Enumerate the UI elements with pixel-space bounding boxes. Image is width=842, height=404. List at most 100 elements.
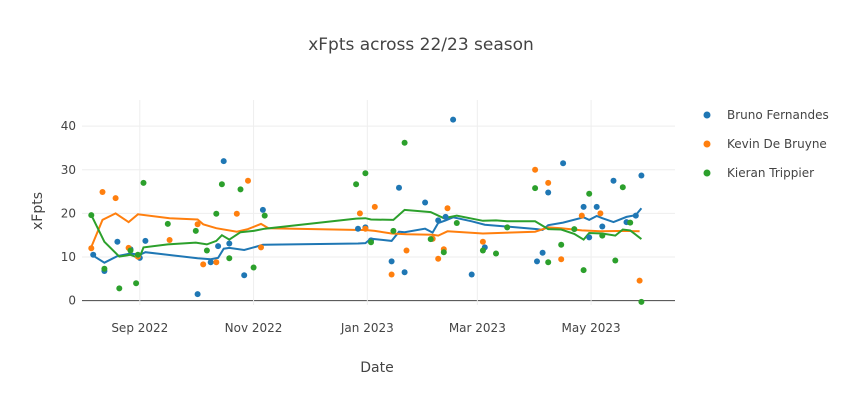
- kevin-de-bruyne-point[interactable]: [356, 210, 363, 217]
- kieran-trippier-point[interactable]: [213, 210, 220, 217]
- kevin-de-bruyne-point[interactable]: [88, 245, 95, 252]
- bruno-fernandes-point[interactable]: [207, 259, 214, 266]
- kevin-de-bruyne-point[interactable]: [112, 195, 119, 202]
- bruno-fernandes-point[interactable]: [194, 291, 201, 298]
- legend[interactable]: Bruno Fernandes Kevin De Bruyne Kieran Tri…: [703, 108, 829, 180]
- bruno-fernandes-point[interactable]: [114, 238, 121, 245]
- bruno-fernandes-point[interactable]: [638, 172, 645, 179]
- kieran-trippier-point[interactable]: [390, 227, 397, 234]
- kieran-trippier-point[interactable]: [368, 239, 374, 246]
- kieran-trippier-point[interactable]: [545, 259, 552, 266]
- kieran-trippier-point[interactable]: [504, 224, 511, 231]
- bruno-fernandes-point[interactable]: [599, 223, 606, 230]
- kieran-trippier-point[interactable]: [203, 247, 210, 254]
- kieran-trippier-point[interactable]: [532, 185, 539, 192]
- kieran-trippier-point[interactable]: [261, 212, 268, 219]
- bruno-fernandes-point[interactable]: [241, 272, 248, 279]
- kevin-de-bruyne-point[interactable]: [362, 225, 369, 232]
- kevin-de-bruyne-point[interactable]: [200, 261, 207, 268]
- kevin-de-bruyne-point[interactable]: [194, 221, 201, 228]
- kieran-trippier-point[interactable]: [140, 179, 147, 186]
- bruno-fernandes-point[interactable]: [220, 158, 227, 165]
- kieran-trippier-point[interactable]: [479, 247, 486, 254]
- kieran-trippier-point[interactable]: [580, 267, 587, 274]
- bruno-fernandes-point[interactable]: [545, 189, 552, 196]
- kieran-trippier-point[interactable]: [127, 247, 134, 254]
- kieran-trippier-point[interactable]: [612, 257, 619, 264]
- kevin-de-bruyne-point[interactable]: [371, 203, 378, 210]
- x-tick-label: May 2023: [561, 321, 620, 335]
- kevin-de-bruyne-point[interactable]: [435, 255, 442, 262]
- bruno-fernandes-point[interactable]: [632, 212, 639, 219]
- kieran-trippier-point[interactable]: [440, 249, 447, 256]
- bruno-fernandes-point[interactable]: [468, 271, 475, 278]
- kieran-trippier-point[interactable]: [134, 251, 141, 258]
- kevin-de-bruyne-point[interactable]: [233, 210, 240, 217]
- kieran-trippier-point[interactable]: [218, 181, 225, 188]
- kieran-trippier-point[interactable]: [362, 170, 369, 177]
- kevin-de-bruyne-point[interactable]: [99, 189, 106, 195]
- bruno-fernandes-point[interactable]: [422, 199, 429, 206]
- bruno-fernandes-point[interactable]: [580, 203, 587, 210]
- bruno-fernandes-point[interactable]: [450, 116, 457, 123]
- bruno-fernandes-point[interactable]: [388, 258, 395, 265]
- kieran-trippier-point[interactable]: [353, 181, 360, 188]
- kieran-trippier-point[interactable]: [116, 285, 123, 292]
- bruno-fernandes-point[interactable]: [586, 234, 593, 241]
- kevin-de-bruyne-point[interactable]: [245, 177, 251, 184]
- bruno-fernandes-point[interactable]: [142, 237, 149, 244]
- y-tick-label: 20: [61, 206, 76, 220]
- bruno-fernandes-point[interactable]: [226, 240, 233, 247]
- kieran-trippier-point[interactable]: [250, 264, 257, 271]
- kevin-de-bruyne-point[interactable]: [558, 256, 565, 263]
- bruno-fernandes-point[interactable]: [90, 251, 97, 258]
- kevin-de-bruyne-point[interactable]: [597, 210, 604, 217]
- bruno-fernandes-point[interactable]: [355, 225, 361, 232]
- kevin-de-bruyne-point[interactable]: [258, 244, 264, 251]
- kevin-de-bruyne-point[interactable]: [532, 166, 539, 173]
- bruno-fernandes-point[interactable]: [593, 203, 600, 210]
- kevin-de-bruyne-point[interactable]: [578, 212, 585, 219]
- kevin-de-bruyne-point[interactable]: [479, 238, 486, 245]
- kevin-de-bruyne-point[interactable]: [403, 247, 410, 254]
- legend-item-kieran-trippier[interactable]: Kieran Trippier: [703, 166, 815, 180]
- kevin-de-bruyne-point[interactable]: [388, 271, 395, 278]
- bruno-fernandes-point[interactable]: [259, 206, 266, 213]
- kieran-trippier-point[interactable]: [599, 232, 606, 239]
- bruno-fernandes-point[interactable]: [435, 217, 442, 224]
- bruno-fernandes-point[interactable]: [442, 213, 449, 220]
- kieran-trippier-point[interactable]: [493, 250, 499, 257]
- bruno-fernandes-trend-line: [92, 207, 643, 264]
- bruno-fernandes-point[interactable]: [539, 249, 546, 256]
- kevin-de-bruyne-point[interactable]: [444, 205, 451, 212]
- bruno-fernandes-point[interactable]: [215, 243, 222, 250]
- legend-item-kevin-de-bruyne[interactable]: Kevin De Bruyne: [703, 137, 827, 151]
- kevin-de-bruyne-point[interactable]: [166, 237, 173, 243]
- legend-item-bruno-fernandes[interactable]: Bruno Fernandes: [703, 108, 829, 122]
- kieran-trippier-point[interactable]: [586, 190, 593, 197]
- kieran-trippier-point[interactable]: [627, 219, 634, 226]
- kieran-trippier-point[interactable]: [427, 236, 434, 243]
- bruno-fernandes-point[interactable]: [610, 177, 617, 184]
- kieran-trippier-point[interactable]: [101, 265, 108, 272]
- bruno-fernandes-point[interactable]: [401, 269, 408, 276]
- kieran-trippier-point[interactable]: [192, 227, 199, 234]
- bruno-fernandes-point[interactable]: [560, 160, 567, 167]
- bruno-fernandes-point[interactable]: [534, 258, 540, 265]
- kieran-trippier-point[interactable]: [164, 220, 171, 227]
- kieran-trippier-point[interactable]: [226, 255, 233, 262]
- kevin-de-bruyne-point[interactable]: [636, 277, 643, 284]
- kevin-de-bruyne-point[interactable]: [545, 179, 552, 186]
- kieran-trippier-point[interactable]: [571, 226, 578, 233]
- kieran-trippier-point[interactable]: [133, 280, 140, 287]
- kieran-trippier-point[interactable]: [638, 298, 645, 305]
- kieran-trippier-point[interactable]: [558, 241, 565, 248]
- kevin-de-bruyne-point[interactable]: [213, 259, 220, 266]
- kieran-trippier-point[interactable]: [88, 212, 95, 219]
- kieran-trippier-point[interactable]: [237, 186, 244, 193]
- bruno-fernandes-point[interactable]: [396, 184, 402, 191]
- kieran-trippier-point[interactable]: [453, 220, 460, 226]
- kieran-trippier-point[interactable]: [619, 184, 626, 191]
- kieran-trippier-point[interactable]: [401, 139, 408, 146]
